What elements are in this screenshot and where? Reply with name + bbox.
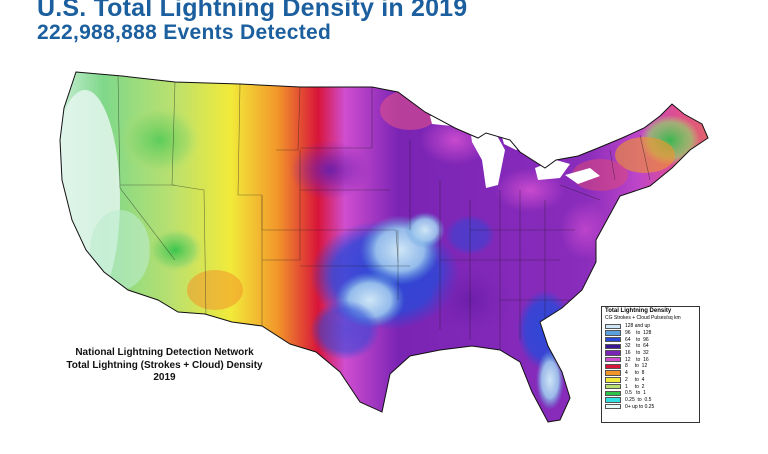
legend-item: 0+ up to 0.25 bbox=[605, 403, 699, 410]
legend-swatch bbox=[605, 323, 621, 330]
legend-item: 32 to 64 bbox=[605, 343, 699, 350]
legend-label: 64 to 96 bbox=[625, 336, 649, 343]
legend-label: 0.25 to 0.5 bbox=[625, 396, 652, 403]
legend-label: 0+ up to 0.25 bbox=[625, 403, 655, 410]
legend-swatch bbox=[605, 370, 621, 376]
legend-swatch bbox=[605, 350, 621, 356]
legend-swatch bbox=[605, 377, 621, 383]
legend-swatch bbox=[605, 357, 621, 363]
legend-swatch bbox=[605, 390, 621, 396]
legend-label: 16 to 32 bbox=[625, 350, 649, 357]
legend-label: 0.5 to 1 bbox=[625, 390, 646, 397]
legend-swatch bbox=[605, 363, 621, 370]
legend-label: 96 to 128 bbox=[625, 330, 652, 337]
legend-label: 32 to 64 bbox=[625, 343, 649, 350]
legend-swatch bbox=[605, 397, 621, 403]
legend-item: 1 to 2 bbox=[605, 383, 699, 390]
caption-line: 2019 bbox=[153, 372, 176, 383]
legend-label: 1 to 2 bbox=[625, 383, 645, 390]
map-legend: Total Lightning Density CG Strokes + Clo… bbox=[601, 306, 700, 423]
legend-item: 0.5 to 1 bbox=[605, 390, 699, 397]
legend-swatch bbox=[605, 383, 621, 390]
map-caption: National Lightning Detection Network Tot… bbox=[62, 347, 267, 385]
page-title: U.S. Total Lightning Density in 2019 bbox=[37, 0, 468, 22]
legend-swatch bbox=[605, 337, 621, 343]
legend-item: 12 to 16 bbox=[605, 356, 699, 363]
caption-line: National Lightning Detection Network bbox=[75, 347, 254, 358]
legend-label: 2 to 4 bbox=[625, 376, 645, 383]
legend-label: 12 to 16 bbox=[625, 356, 649, 363]
legend-item: 96 to 128 bbox=[605, 330, 699, 337]
legend-label: 4 to 8 bbox=[625, 370, 645, 377]
legend-rows: 128 and up 96 to 128 64 to 96 32 to 64 16 to… bbox=[605, 323, 699, 410]
legend-subtitle: CG Strokes + Cloud Pulses/sq km bbox=[605, 315, 681, 321]
legend-item: 16 to 32 bbox=[605, 350, 699, 357]
legend-swatch bbox=[605, 330, 621, 336]
legend-swatch bbox=[605, 343, 621, 350]
legend-item: 0.25 to 0.5 bbox=[605, 397, 699, 404]
legend-item: 2 to 4 bbox=[605, 377, 699, 384]
legend-title: Total Lightning Density bbox=[605, 308, 672, 314]
legend-item: 8 to 12 bbox=[605, 363, 699, 370]
legend-label: 128 and up bbox=[625, 323, 651, 330]
legend-item: 128 and up bbox=[605, 323, 699, 330]
page-subtitle: 222,988,888 Events Detected bbox=[37, 21, 332, 44]
legend-item: 4 to 8 bbox=[605, 370, 699, 377]
legend-label: 8 to 12 bbox=[625, 363, 648, 370]
state-borders bbox=[117, 75, 651, 350]
caption-line: Total Lightning (Strokes + Cloud) Densit… bbox=[66, 359, 263, 371]
legend-swatch bbox=[605, 403, 621, 410]
legend-item: 64 to 96 bbox=[605, 336, 699, 343]
us-outline bbox=[59, 71, 709, 423]
